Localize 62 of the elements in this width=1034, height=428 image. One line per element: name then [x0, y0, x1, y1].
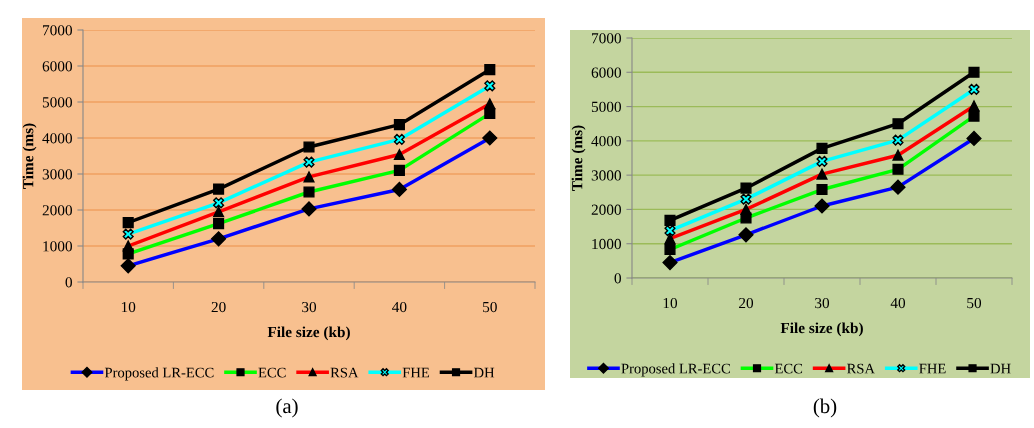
point — [816, 155, 828, 167]
point — [664, 225, 676, 237]
point — [484, 80, 496, 92]
legend-label: FHE — [402, 367, 430, 378]
y-tick-label: 0 — [614, 273, 621, 284]
y-tick-label: 4000 — [591, 136, 621, 147]
point — [122, 217, 134, 229]
legend-label: ECC — [258, 367, 286, 378]
y-tick-label: 6000 — [42, 61, 72, 72]
y-tick-label: 7000 — [43, 25, 72, 36]
point — [122, 228, 134, 240]
x-tick-label: 50 — [967, 297, 982, 309]
y-axis-title: Time (ms) — [22, 123, 37, 189]
x-tick-label: 30 — [815, 297, 830, 309]
point — [968, 66, 980, 78]
point — [393, 133, 405, 145]
point — [664, 214, 676, 226]
point — [484, 64, 496, 76]
point — [213, 183, 225, 195]
y-axis-title: Time (ms) — [571, 125, 586, 191]
y-tick-label: 6000 — [591, 67, 621, 78]
y-tick-label: 5000 — [591, 101, 621, 113]
x-tick-label: 10 — [121, 301, 136, 313]
text: (a) — [276, 398, 298, 418]
x-tick-label: 50 — [483, 301, 497, 313]
y-tick-label: 5000 — [42, 97, 72, 108]
y-tick-label: 3000 — [42, 169, 72, 180]
point — [393, 119, 405, 131]
point — [303, 141, 315, 153]
point — [892, 134, 904, 146]
point — [213, 197, 225, 209]
legend-label: DH — [473, 367, 495, 378]
point — [303, 156, 315, 168]
x-axis-title: File size (kb) — [267, 326, 350, 341]
point — [740, 193, 752, 205]
x-tick-label: 20 — [211, 301, 226, 313]
x-tick-label: 20 — [739, 297, 754, 309]
y-tick-label: 2000 — [42, 205, 72, 216]
legend-label: ECC — [774, 363, 803, 374]
legend-label: DH — [990, 363, 1011, 374]
y-tick-label: 0 — [65, 277, 72, 288]
point — [816, 142, 828, 154]
y-tick-label: 7000 — [592, 33, 621, 44]
x-tick-label: 30 — [302, 301, 317, 313]
y-tick-label: 2000 — [591, 204, 621, 215]
point — [740, 182, 752, 194]
x-tick-label: 40 — [392, 301, 407, 313]
y-tick-label: 1000 — [592, 238, 621, 250]
point — [892, 118, 904, 130]
legend-label: RSA — [847, 363, 875, 374]
x-tick-label: 40 — [890, 297, 906, 309]
legend-label: FHE — [919, 363, 946, 374]
x-axis-title: File size (kb) — [780, 322, 863, 337]
legend-label: Proposed LR-ECC — [621, 363, 730, 377]
y-tick-label: 3000 — [591, 170, 621, 181]
y-tick-label: 1000 — [43, 241, 72, 252]
legend-label: RSA — [330, 367, 359, 378]
x-tick-label: 10 — [663, 297, 678, 309]
point — [968, 83, 980, 95]
text: (b) — [813, 398, 837, 418]
y-tick-label: 4000 — [42, 133, 72, 144]
legend-label: Proposed LR-ECC — [104, 367, 214, 381]
